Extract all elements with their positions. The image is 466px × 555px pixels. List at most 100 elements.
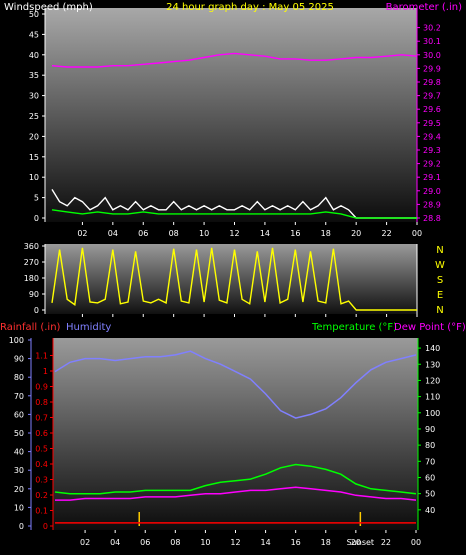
climate-x-tick-label-9: 20 <box>351 538 361 547</box>
climate-x-tick-label-7: 16 <box>291 538 301 547</box>
climate-x-tick-label-0: 02 <box>80 538 90 547</box>
climate-panel-background <box>53 338 418 530</box>
humidity-axis-label: Humidity <box>66 322 111 333</box>
temperature-tick-label-9: 130 <box>425 360 440 369</box>
dewpoint-axis-label: Dew Point (°F) <box>394 322 466 333</box>
barometer-axis-label: Barometer (.in) <box>386 2 462 13</box>
windspeed-axis-label: Windspeed (mph) <box>4 2 93 13</box>
wind-series-line-0 <box>51 52 418 68</box>
temperature-tick-label-8: 120 <box>425 376 440 385</box>
rainfall-tick-label-1: 0.1 <box>35 507 48 516</box>
barometer-tick-label-10: 29.8 <box>423 78 441 87</box>
climate-x-tick-label-10: 22 <box>381 538 391 547</box>
climate-x-tick-label-11: 00 <box>411 538 421 547</box>
climate-x-tick-label-1: 04 <box>110 538 120 547</box>
rainfall-tick-label-8: 0.8 <box>35 398 48 407</box>
direction-tick-label-2: 180 <box>24 274 39 283</box>
wind-x-tick-label-9: 20 <box>351 229 361 238</box>
wind-tick-label-8: 40 <box>29 51 39 60</box>
wind-tick-label-3: 15 <box>29 153 39 162</box>
wind-tick-label-2: 10 <box>29 173 39 182</box>
wind-x-tick-label-10: 22 <box>381 229 391 238</box>
wind-tick-label-1: 5 <box>34 194 39 203</box>
wind-x-tick-label-11: 00 <box>412 229 422 238</box>
wind-x-tick-label-7: 16 <box>290 229 300 238</box>
wind-x-tick-label-5: 12 <box>229 229 239 238</box>
temperature-tick-label-3: 70 <box>425 457 435 466</box>
wind-series-line-1 <box>51 189 417 219</box>
wind-tick-label-10: 50 <box>29 10 39 19</box>
compass-label-4: N <box>436 305 443 316</box>
direction-tick-label-4: 360 <box>24 242 39 251</box>
rainfall-tick-label-3: 0.3 <box>35 476 48 485</box>
rainfall-tick-label-4: 0.4 <box>35 460 48 469</box>
direction-tick-label-0: 0 <box>34 306 39 315</box>
wind-panel-background <box>45 8 417 222</box>
barometer-tick-label-3: 29.1 <box>423 173 441 182</box>
barometer-tick-label-14: 30.2 <box>423 24 441 33</box>
rainfall-tick-label-6: 0.6 <box>35 429 48 438</box>
climate-x-tick-label-8: 18 <box>321 538 331 547</box>
temperature-tick-label-2: 60 <box>425 473 435 482</box>
compass-label-1: W <box>435 260 445 271</box>
climate-x-tick-label-6: 14 <box>260 538 270 547</box>
temperature-tick-label-0: 40 <box>425 506 435 515</box>
temperature-tick-label-5: 90 <box>425 425 435 434</box>
direction-series-line-0 <box>51 247 417 311</box>
rainfall-tick-label-11: 1.1 <box>35 352 48 361</box>
climate-x-tick-label-3: 08 <box>170 538 180 547</box>
barometer-tick-label-12: 30.0 <box>423 51 441 60</box>
climate-x-tick-label-2: 06 <box>140 538 150 547</box>
wind-x-tick-label-8: 18 <box>321 229 331 238</box>
barometer-tick-label-0: 28.8 <box>423 214 441 223</box>
humidity-tick-label-10: 100 <box>9 336 24 345</box>
sunset-annotation: Sunset <box>347 538 374 547</box>
rainfall-axis-label: Rainfall (.in) <box>0 322 61 333</box>
wind-tick-label-6: 30 <box>29 92 39 101</box>
humidity-tick-label-3: 30 <box>14 466 24 475</box>
humidity-tick-label-9: 90 <box>14 355 24 364</box>
wind-tick-label-4: 20 <box>29 132 39 141</box>
rainfall-tick-label-10: 1 <box>43 367 48 376</box>
temperature-tick-label-1: 50 <box>425 490 435 499</box>
wind-x-tick-label-3: 08 <box>169 229 179 238</box>
climate-series-line-2 <box>55 486 417 501</box>
barometer-tick-label-6: 29.4 <box>423 132 441 141</box>
barometer-tick-label-2: 29.0 <box>423 187 441 196</box>
temperature-tick-label-7: 110 <box>425 393 440 402</box>
rainfall-tick-label-5: 0.5 <box>35 445 48 454</box>
humidity-tick-label-4: 40 <box>14 448 24 457</box>
wind-x-tick-label-0: 02 <box>77 229 87 238</box>
temperature-axis-label: Temperature (°F) <box>311 322 397 333</box>
humidity-tick-label-0: 0 <box>19 522 24 531</box>
wind-x-tick-label-2: 06 <box>138 229 148 238</box>
rainfall-tick-label-9: 0.9 <box>35 383 48 392</box>
wind-x-tick-label-6: 14 <box>260 229 270 238</box>
humidity-tick-label-2: 20 <box>14 485 24 494</box>
rainfall-tick-label-2: 0.2 <box>35 491 48 500</box>
climate-series-line-1 <box>54 463 417 495</box>
compass-label-3: E <box>437 290 443 301</box>
temperature-tick-label-4: 80 <box>425 441 435 450</box>
rainfall-tick-label-7: 0.7 <box>35 414 48 423</box>
humidity-tick-label-7: 70 <box>14 392 24 401</box>
climate-x-tick-label-4: 10 <box>200 538 210 547</box>
direction-tick-label-3: 270 <box>24 258 39 267</box>
humidity-tick-label-5: 50 <box>14 429 24 438</box>
rainfall-tick-label-0: 0 <box>43 522 48 531</box>
climate-series-line-0 <box>54 350 417 419</box>
barometer-tick-label-8: 29.6 <box>423 105 441 114</box>
wind-x-tick-label-4: 10 <box>199 229 209 238</box>
barometer-tick-label-9: 29.7 <box>423 92 441 101</box>
wind-tick-label-0: 0 <box>34 214 39 223</box>
barometer-tick-label-13: 30.1 <box>423 37 441 46</box>
barometer-tick-label-5: 29.3 <box>423 146 441 155</box>
barometer-tick-label-1: 28.9 <box>423 200 441 209</box>
humidity-tick-label-1: 10 <box>14 503 24 512</box>
wind-tick-label-7: 35 <box>29 71 39 80</box>
barometer-tick-label-4: 29.2 <box>423 160 441 169</box>
climate-x-tick-label-5: 12 <box>230 538 240 547</box>
temperature-tick-label-10: 140 <box>425 344 440 353</box>
temperature-tick-label-6: 100 <box>425 409 440 418</box>
